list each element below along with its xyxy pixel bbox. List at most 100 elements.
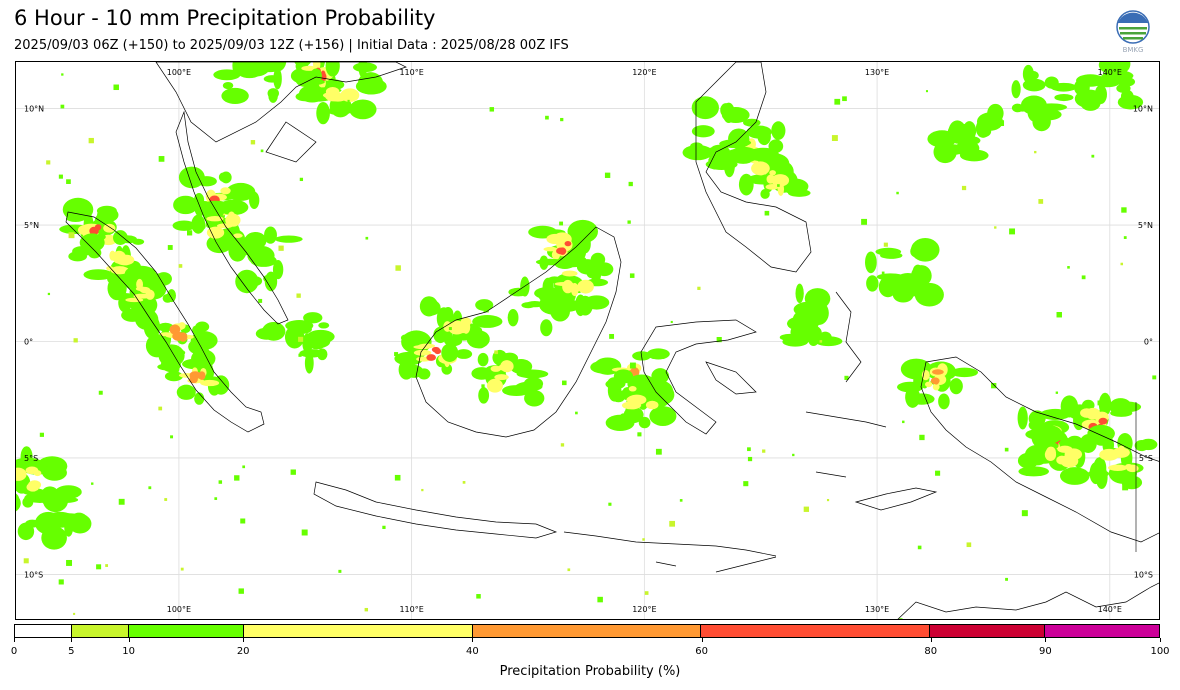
precip-patch xyxy=(452,322,463,332)
precip-patch xyxy=(262,322,285,341)
precip-speck xyxy=(242,465,245,468)
precip-speck xyxy=(291,469,296,474)
precip-patch xyxy=(570,285,580,292)
precip-speck xyxy=(164,498,167,501)
colorbar-tick xyxy=(1160,638,1161,642)
precip-speck xyxy=(395,475,401,481)
colorbar-tick-label: 80 xyxy=(924,646,937,657)
precip-speck xyxy=(219,480,222,483)
precip-core xyxy=(179,332,188,341)
precip-speck xyxy=(463,481,466,484)
precip-patch xyxy=(938,393,950,409)
precipitation-layer xyxy=(16,62,1157,620)
precip-speck xyxy=(935,471,940,476)
precip-core xyxy=(1099,418,1108,425)
precip-patch xyxy=(1060,467,1090,485)
precip-speck xyxy=(747,447,751,451)
precip-speck xyxy=(394,352,398,356)
precip-speck xyxy=(1057,312,1062,317)
colorbar-segment xyxy=(473,625,702,637)
precip-speck xyxy=(608,503,611,506)
precip-patch xyxy=(743,119,760,127)
precip-patch xyxy=(356,78,387,94)
precip-speck xyxy=(762,449,765,452)
colorbar-tick-label: 100 xyxy=(1150,646,1169,657)
precip-speck xyxy=(637,432,641,436)
precip-speck xyxy=(792,454,794,456)
precip-speck xyxy=(494,350,498,354)
precip-patch xyxy=(1095,85,1107,104)
precip-speck xyxy=(298,337,303,342)
precip-speck xyxy=(99,391,103,395)
precip-patch xyxy=(177,385,196,400)
precip-patch xyxy=(866,275,878,291)
colorbar-tick-label: 5 xyxy=(68,646,74,657)
precip-patch xyxy=(544,247,559,252)
colorbar-tick-label: 90 xyxy=(1039,646,1052,657)
precip-speck xyxy=(832,135,838,141)
precip-patch xyxy=(584,295,609,309)
lon-label-top: 130°E xyxy=(865,68,889,77)
precip-patch xyxy=(562,271,578,277)
precipitation-map[interactable]: 100°E 100°E 110°E 110°E 120°E 120°E 130°E 130°E… xyxy=(15,61,1160,620)
precip-patch xyxy=(249,192,259,209)
precip-speck xyxy=(842,96,847,101)
colorbar-tick xyxy=(71,638,72,642)
precip-speck xyxy=(24,558,29,563)
precip-speck xyxy=(697,287,700,290)
precip-patch xyxy=(539,294,570,315)
precip-patch xyxy=(875,248,901,256)
precip-speck xyxy=(1091,155,1094,158)
lat-label-left: 10°S xyxy=(24,570,43,579)
precip-patch xyxy=(156,272,172,286)
precip-speck xyxy=(645,591,649,595)
precip-speck xyxy=(627,220,630,223)
coastline-layer xyxy=(66,62,1160,620)
precip-patch xyxy=(727,149,743,161)
precip-patch xyxy=(401,330,431,353)
precip-patch xyxy=(268,88,279,98)
precip-speck xyxy=(861,219,867,225)
precip-patch xyxy=(751,161,770,175)
precip-speck xyxy=(51,534,54,537)
precip-patch xyxy=(413,345,432,349)
precip-speck xyxy=(559,222,563,226)
precip-cell xyxy=(528,220,598,275)
precip-patch xyxy=(795,284,803,303)
colorbar-tick xyxy=(472,638,473,642)
lat-label-right: 5°N xyxy=(1138,221,1153,230)
precip-patch xyxy=(546,234,564,244)
precip-speck xyxy=(109,280,112,283)
precip-patch xyxy=(521,302,535,308)
precip-speck xyxy=(1122,484,1128,490)
precip-patch xyxy=(692,125,715,137)
colorbar-segment xyxy=(1045,625,1159,637)
lat-label-left: 10°N xyxy=(24,105,44,114)
precip-speck xyxy=(765,211,770,216)
precip-patch xyxy=(300,79,325,85)
precip-patch xyxy=(275,236,303,243)
precip-speck xyxy=(59,579,64,584)
precip-speck xyxy=(642,538,644,540)
lon-label-top: 110°E xyxy=(399,68,423,77)
precip-speck xyxy=(884,243,888,247)
precip-patch xyxy=(220,187,230,194)
lat-label-right: 10°N xyxy=(1133,105,1153,114)
precip-speck xyxy=(258,299,262,303)
precip-patch xyxy=(316,102,330,124)
precip-patch xyxy=(1080,408,1093,418)
lon-label-bottom: 100°E xyxy=(167,605,191,614)
precip-patch xyxy=(1135,440,1149,451)
lon-label-top: 120°E xyxy=(632,68,656,77)
precip-patch xyxy=(41,526,67,550)
precip-speck xyxy=(545,116,549,120)
precip-patch xyxy=(28,480,41,489)
precip-patch xyxy=(121,309,143,322)
colorbar-tick-label: 0 xyxy=(11,646,17,657)
precip-speck xyxy=(820,340,823,343)
colorbar-tick xyxy=(14,638,15,642)
precip-patch xyxy=(960,150,989,162)
colorbar-segment xyxy=(72,625,129,637)
precip-speck xyxy=(918,546,922,550)
precip-cell xyxy=(897,359,978,410)
